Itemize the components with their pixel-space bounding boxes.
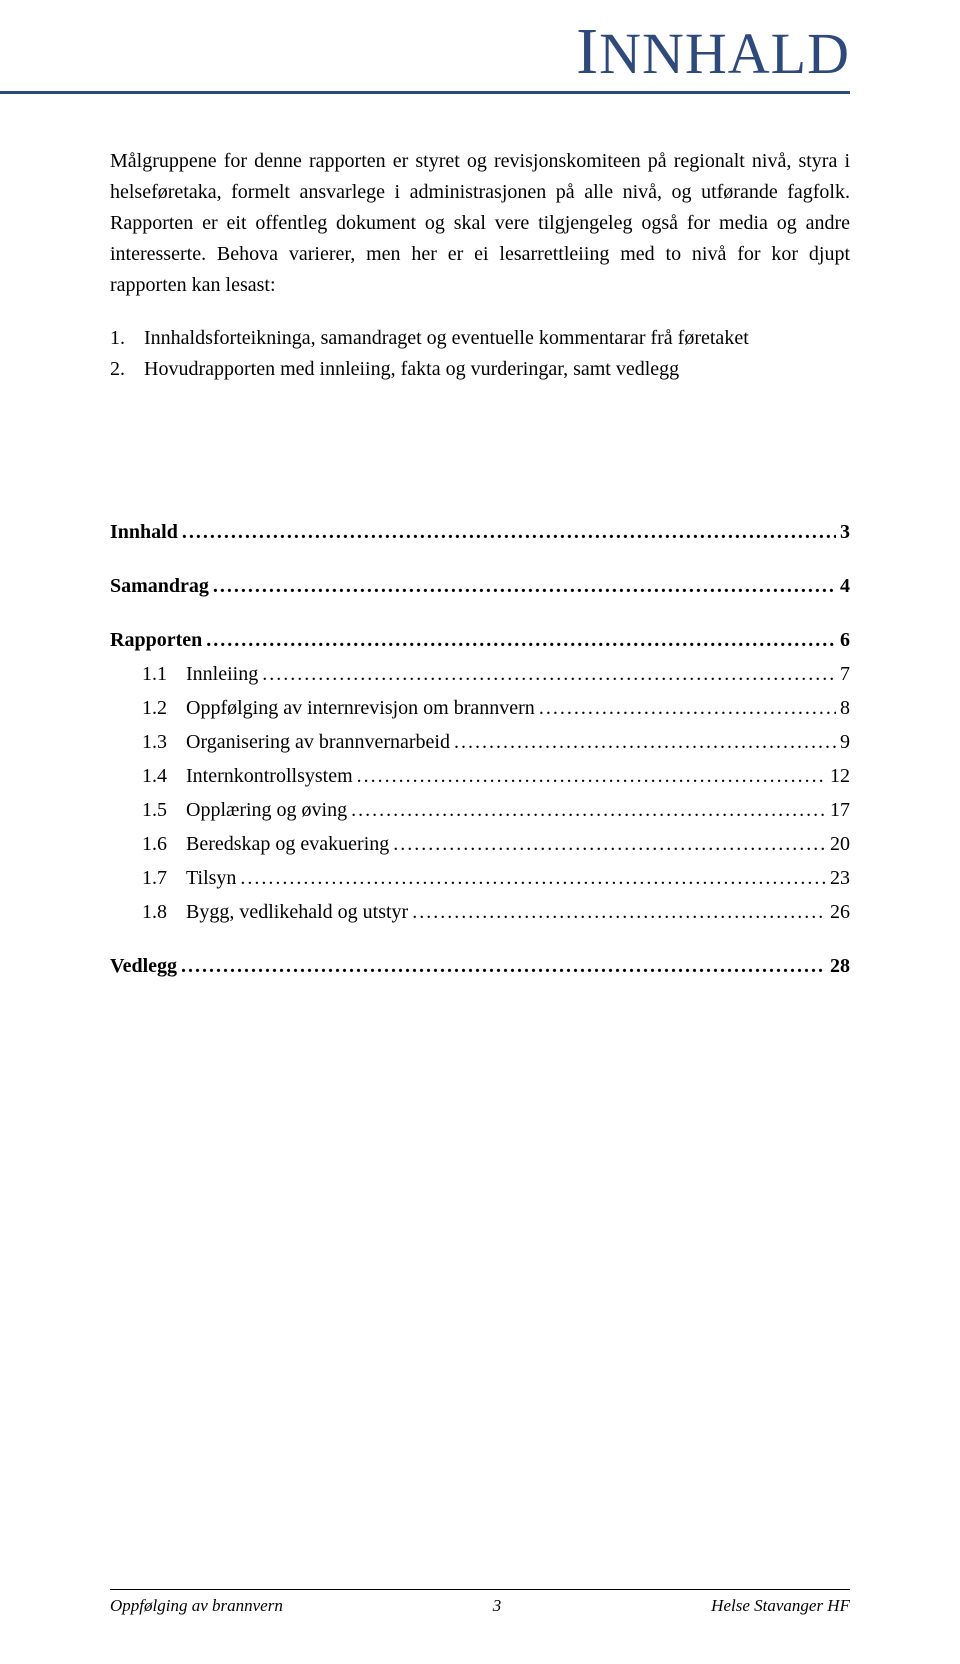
toc-entry: Innhald.................................… — [110, 515, 850, 549]
toc-page: 28 — [830, 949, 850, 983]
toc-page: 26 — [830, 895, 850, 929]
toc-section-number: 1.8 — [142, 895, 186, 929]
page-title-text: NNHALD — [599, 21, 850, 86]
footer-right: Helse Stavanger HF — [711, 1596, 850, 1616]
list-number: 1. — [110, 323, 144, 354]
toc-entry: 1.2Oppfølging av internrevisjon om brann… — [110, 691, 850, 725]
toc-label: Vedlegg — [110, 949, 177, 983]
intro-list-item: 1.Innhaldsforteikninga, samandraget og e… — [110, 323, 850, 354]
toc-label: Innleiing — [186, 657, 258, 691]
toc-label: Rapporten — [110, 623, 202, 657]
toc-entry: 1.5Opplæring og øving...................… — [110, 793, 850, 827]
toc-page: 4 — [840, 569, 850, 603]
toc-entry: 1.6Beredskap og evakuering..............… — [110, 827, 850, 861]
toc-label: Opplæring og øving — [186, 793, 347, 827]
toc-page: 20 — [830, 827, 850, 861]
toc-page: 7 — [840, 657, 850, 691]
toc-leader-dots: ........................................… — [351, 793, 826, 827]
toc-page: 23 — [830, 861, 850, 895]
toc-label: Organisering av brannvernarbeid — [186, 725, 450, 759]
toc-leader-dots: ........................................… — [206, 623, 836, 657]
toc-label: Internkontrollsystem — [186, 759, 353, 793]
toc-section-number: 1.7 — [142, 861, 186, 895]
toc-leader-dots: ........................................… — [454, 725, 836, 759]
toc-entry: 1.3Organisering av brannvernarbeid......… — [110, 725, 850, 759]
toc-leader-dots: ........................................… — [181, 949, 826, 983]
footer: Oppfølging av brannvern 3 Helse Stavange… — [110, 1589, 850, 1616]
list-number: 2. — [110, 354, 144, 385]
toc-leader-dots: ........................................… — [539, 691, 836, 725]
toc-label: Tilsyn — [186, 861, 236, 895]
toc-page: 17 — [830, 793, 850, 827]
toc-section-number: 1.4 — [142, 759, 186, 793]
toc-leader-dots: ........................................… — [357, 759, 826, 793]
intro-list-item: 2.Hovudrapporten med innleiing, fakta og… — [110, 354, 850, 385]
toc-page: 8 — [840, 691, 850, 725]
toc-leader-dots: ........................................… — [262, 657, 836, 691]
intro-list: 1.Innhaldsforteikninga, samandraget og e… — [110, 323, 850, 385]
toc-page: 3 — [840, 515, 850, 549]
toc-label: Samandrag — [110, 569, 209, 603]
page-title: INNHALD — [576, 14, 850, 90]
toc-gap — [110, 929, 850, 949]
toc-leader-dots: ........................................… — [240, 861, 826, 895]
toc-gap — [110, 549, 850, 569]
toc-page: 9 — [840, 725, 850, 759]
toc-entry: Vedlegg.................................… — [110, 949, 850, 983]
toc-section-number: 1.5 — [142, 793, 186, 827]
toc-entry: Rapporten...............................… — [110, 623, 850, 657]
toc-gap — [110, 603, 850, 623]
toc-page: 6 — [840, 623, 850, 657]
toc-leader-dots: ........................................… — [182, 515, 836, 549]
footer-page-number: 3 — [493, 1596, 502, 1616]
list-text: Innhaldsforteikninga, samandraget og eve… — [144, 323, 749, 354]
toc-page: 12 — [830, 759, 850, 793]
toc-label: Beredskap og evakuering — [186, 827, 389, 861]
list-text: Hovudrapporten med innleiing, fakta og v… — [144, 354, 679, 385]
page: INNHALD Målgruppene for denne rapporten … — [0, 0, 960, 1664]
intro-text: Målgruppene for denne rapporten er styre… — [110, 146, 850, 301]
toc-leader-dots: ........................................… — [412, 895, 826, 929]
toc-leader-dots: ........................................… — [393, 827, 826, 861]
toc-entry: Samandrag...............................… — [110, 569, 850, 603]
table-of-contents: Innhald.................................… — [110, 515, 850, 983]
toc-leader-dots: ........................................… — [213, 569, 836, 603]
toc-label: Bygg, vedlikehald og utstyr — [186, 895, 408, 929]
toc-section-number: 1.1 — [142, 657, 186, 691]
toc-section-number: 1.3 — [142, 725, 186, 759]
toc-section-number: 1.2 — [142, 691, 186, 725]
intro-paragraph: Målgruppene for denne rapporten er styre… — [110, 146, 850, 301]
toc-entry: 1.7Tilsyn...............................… — [110, 861, 850, 895]
footer-left: Oppfølging av brannvern — [110, 1596, 283, 1616]
toc-section-number: 1.6 — [142, 827, 186, 861]
toc-entry: 1.4Internkontrollsystem.................… — [110, 759, 850, 793]
toc-label: Oppfølging av internrevisjon om brannver… — [186, 691, 535, 725]
toc-entry: 1.8Bygg, vedlikehald og utstyr..........… — [110, 895, 850, 929]
toc-label: Innhald — [110, 515, 178, 549]
footer-row: Oppfølging av brannvern 3 Helse Stavange… — [110, 1596, 850, 1616]
title-bar: INNHALD — [0, 0, 960, 94]
title-underline — [0, 91, 850, 94]
footer-rule — [110, 1589, 850, 1590]
toc-entry: 1.1Innleiing............................… — [110, 657, 850, 691]
